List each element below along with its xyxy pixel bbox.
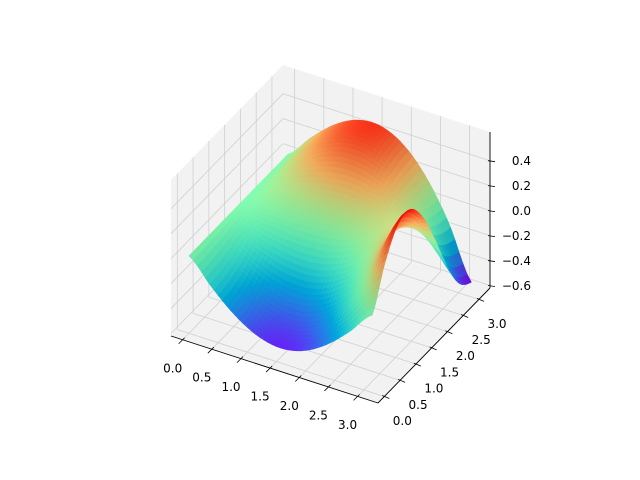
gridline [357,281,470,397]
y-tick-mark [413,362,422,367]
gridline [177,329,385,397]
y-tick-mark [461,314,469,318]
y-tick-mark [382,395,390,399]
x-tick-mark [207,346,215,354]
x-tick-mark [265,365,273,373]
x-axis-line [170,335,379,404]
z-tick-label: −0.6 [502,279,531,293]
x-tick-label: 0.0 [163,361,182,375]
y-tick-label: 2.0 [456,349,475,363]
y-tick-label: 1.5 [440,365,459,379]
gridline [282,93,491,162]
x-tick-label: 2.0 [280,399,299,413]
axes-lines [170,132,496,404]
x-tick-mark [294,375,302,382]
x-tick-label: 1.5 [251,390,270,404]
z-tick-mark [487,210,496,213]
z-tick-label: −0.4 [502,254,531,268]
gridline [170,118,284,234]
gridline [170,143,284,259]
surface [188,119,472,352]
x-tick-mark [178,337,185,345]
z-tick-mark [487,160,496,163]
y-tick-mark [445,330,453,335]
gridline [328,271,441,388]
x-tick-mark [353,394,360,401]
y-tick-label: 2.5 [472,333,491,347]
y-tick-label: 3.0 [487,317,506,331]
y-tick-label: 0.5 [409,398,428,412]
y-axis-line [377,287,491,404]
z-tick-label: 0.0 [512,204,531,218]
x-tick-label: 2.5 [309,409,328,423]
x-tick-mark [324,384,331,392]
y-tick-mark [429,346,437,351]
x-tick-mark [236,356,244,363]
gridline [170,93,284,209]
x-tick-label: 3.0 [338,418,357,432]
y-tick-label: 1.0 [424,382,443,396]
z-tick-mark [487,260,496,262]
z-tick-mark [487,235,496,237]
y-tick-mark [476,297,485,302]
x-tick-label: 1.0 [221,380,240,394]
z-tick-label: −0.2 [502,229,531,243]
z-tick-label: 0.2 [512,179,531,193]
z-tick-mark [487,185,496,188]
tick-labels: 0.0 0.5 1.0 1.5 2.0 2.5 3.0 0.0 0.5 1.0 1.5 2.0 2.5 3… [163,154,531,432]
z-tick-mark [487,285,496,287]
y-tick-label: 0.0 [393,414,412,428]
x-tick-label: 0.5 [192,371,211,385]
y-tick-mark [397,378,406,383]
surface-patch [367,307,375,318]
z-tick-label: 0.4 [512,154,531,168]
